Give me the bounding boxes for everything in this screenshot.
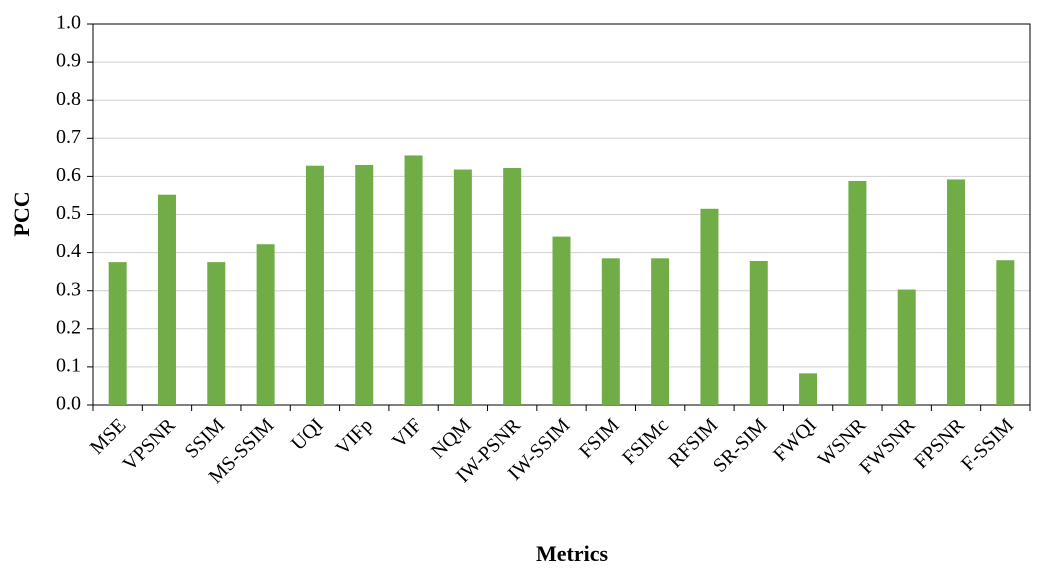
y-tick-label: 1.0 xyxy=(56,12,81,34)
bar xyxy=(700,208,719,405)
y-axis-label: PCC xyxy=(9,191,34,236)
bar xyxy=(157,194,176,405)
x-tick-label: SR-SIM xyxy=(709,414,772,477)
y-tick-label: 0.1 xyxy=(56,354,81,376)
bar xyxy=(207,262,226,405)
bar xyxy=(897,289,916,405)
bar xyxy=(503,168,522,405)
x-tick-label: FWSNR xyxy=(855,414,920,479)
bar xyxy=(947,179,966,405)
x-tick-label: VIFp xyxy=(332,414,377,459)
bar xyxy=(404,155,423,405)
bar xyxy=(256,244,275,405)
bar xyxy=(601,258,620,405)
bar xyxy=(996,260,1015,405)
y-tick-label: 0.9 xyxy=(56,50,81,72)
bar xyxy=(749,260,768,405)
bar xyxy=(305,165,324,405)
x-tick-label: FWQI xyxy=(769,414,821,466)
y-tick-label: 0.4 xyxy=(56,240,81,262)
bar xyxy=(848,180,867,405)
x-tick-label: MSE xyxy=(86,414,131,459)
bar xyxy=(799,373,818,405)
x-tick-label: VPSNR xyxy=(119,414,181,476)
x-tick-label: UQI xyxy=(287,414,328,455)
x-axis-label: Metrics xyxy=(536,541,608,566)
x-tick-label: FSIMc xyxy=(618,414,673,469)
bar xyxy=(453,169,472,405)
y-tick-label: 0.0 xyxy=(56,393,81,415)
bar xyxy=(651,258,670,405)
y-tick-label: 0.2 xyxy=(56,316,81,338)
bar xyxy=(108,262,127,405)
y-tick-label: 0.6 xyxy=(56,164,81,186)
bar xyxy=(355,164,374,405)
x-tick-label: FSIM xyxy=(575,414,624,463)
y-tick-label: 0.3 xyxy=(56,278,81,300)
x-tick-label: F-SSIM xyxy=(957,414,1018,475)
y-tick-label: 0.5 xyxy=(56,202,81,224)
bar xyxy=(552,236,571,405)
y-tick-label: 0.8 xyxy=(56,88,81,110)
y-tick-label: 0.7 xyxy=(56,126,81,148)
x-tick-label: VIF xyxy=(388,414,426,452)
